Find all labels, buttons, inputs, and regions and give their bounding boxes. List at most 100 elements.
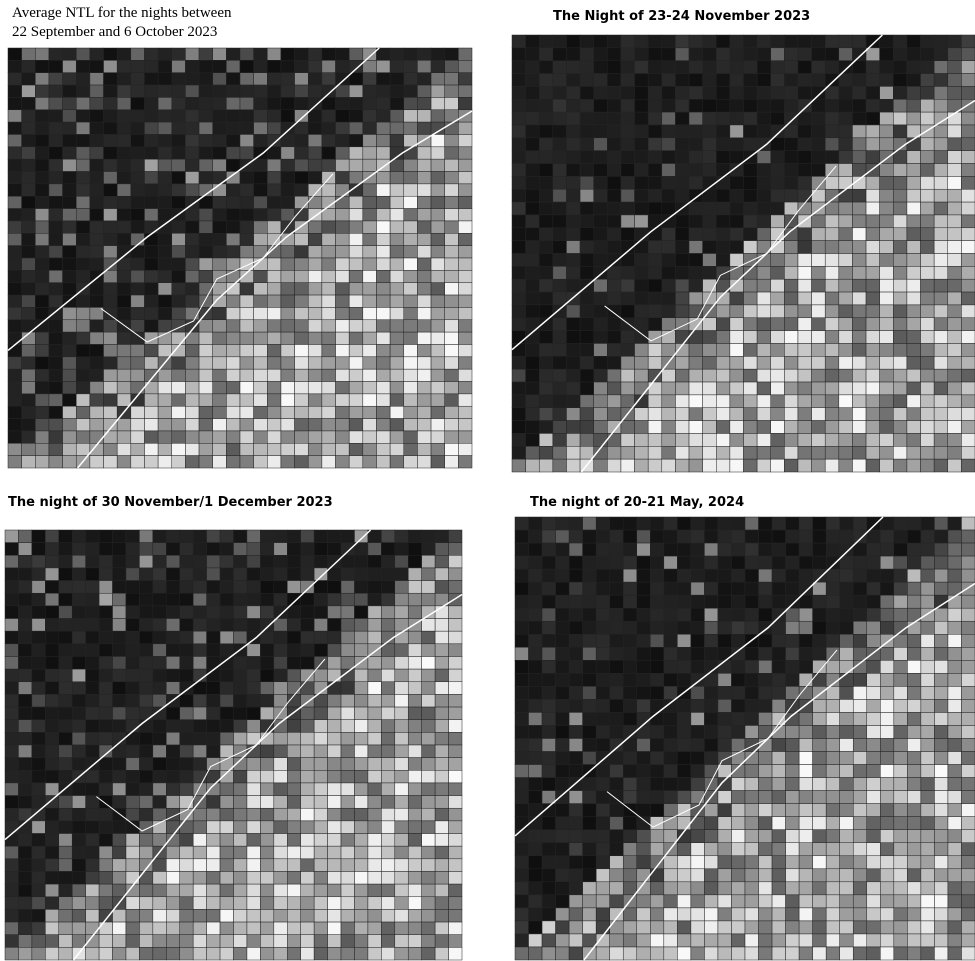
pixel [104,134,118,146]
pixel [664,517,678,530]
pixel [99,530,112,543]
pixel [408,808,421,821]
pixel [185,209,199,221]
pixel [376,344,390,356]
pixel [220,694,233,707]
pixel [8,258,22,270]
pixel [921,189,935,202]
pixel [435,694,448,707]
pixel [431,48,445,60]
pixel [76,320,90,332]
pixel [90,209,104,221]
pixel [449,530,462,543]
pixel [458,221,472,233]
pixel [390,60,404,72]
pixel [772,517,786,530]
pixel [295,431,309,443]
pixel [689,86,703,99]
pixel [301,884,314,897]
pixel [308,344,322,356]
pixel [812,228,826,241]
pixel [759,804,773,817]
pixel [826,869,840,882]
pixel [813,608,827,621]
pixel [5,884,18,897]
pixel [458,48,472,60]
pixel [408,821,421,834]
pixel [757,202,771,215]
pixel [18,871,31,884]
pixel [716,112,730,125]
pixel [556,543,570,556]
pixel [207,846,220,859]
pixel [45,619,58,632]
pixel [144,270,158,282]
pixel [637,908,651,921]
pixel [677,817,691,830]
pixel [786,621,800,634]
pixel [866,48,880,61]
pixel [267,60,281,72]
pixel [529,843,543,856]
pixel [113,669,126,682]
pixel [907,266,921,279]
pixel [569,712,583,725]
pixel [948,35,962,48]
pixel [301,720,314,733]
pixel [368,631,381,644]
pixel [72,656,85,669]
pixel [172,134,186,146]
pixel [825,369,839,382]
pixel [675,305,689,318]
pixel [610,621,624,634]
pixel [689,446,703,459]
pixel [308,258,322,270]
pixel [274,770,287,783]
pixel [675,369,689,382]
pixel [759,830,773,843]
pixel [730,48,744,61]
pixel [363,406,377,418]
pixel [104,357,118,369]
pixel [852,343,866,356]
pixel [381,530,394,543]
pixel [45,884,58,897]
pixel [45,758,58,771]
pixel [59,543,72,556]
pixel [220,606,233,619]
pixel [921,660,935,673]
pixel [322,344,336,356]
pixel [45,644,58,657]
pixel [287,859,300,872]
pixel [893,125,907,138]
pixel [22,369,36,381]
pixel [610,752,624,765]
pixel [934,228,948,241]
pixel [349,332,363,344]
pixel [648,446,662,459]
pixel [368,859,381,872]
pixel [274,783,287,796]
pixel [716,138,730,151]
pixel [556,882,570,895]
pixel [813,934,827,947]
pixel [431,147,445,159]
pixel [675,61,689,74]
pixel [569,725,583,738]
pixel [610,608,624,621]
pixel [569,660,583,673]
pixel [341,682,354,695]
pixel [852,318,866,331]
pixel [526,408,540,421]
pixel [368,834,381,847]
pixel [328,669,341,682]
pixel [199,134,213,146]
pixel [322,184,336,196]
pixel [422,619,435,632]
pixel [866,266,880,279]
pixel [539,35,553,48]
pixel [99,935,112,948]
pixel [812,164,826,177]
pixel [117,344,131,356]
pixel [813,739,827,752]
